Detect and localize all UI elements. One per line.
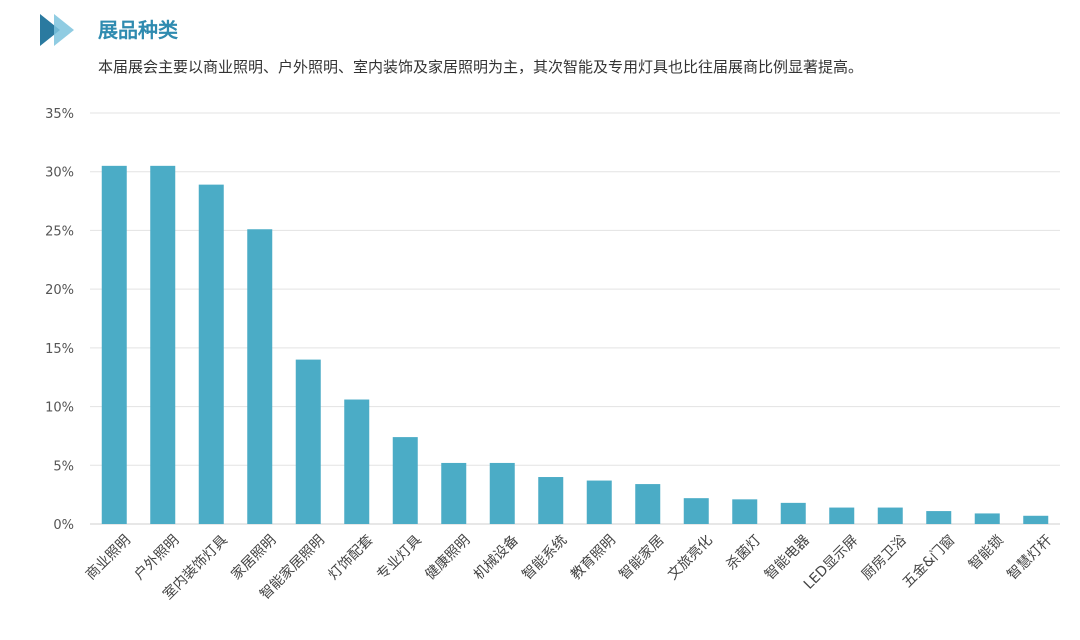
x-category-label: 杀菌灯: [723, 532, 764, 573]
bar: [441, 462, 467, 524]
x-category-label: 厨房卫浴: [859, 532, 910, 583]
bar: [877, 507, 903, 524]
x-category-label: 灯饰配套: [325, 532, 376, 583]
bar: [392, 437, 418, 524]
bar: [295, 359, 321, 524]
bar: [780, 502, 806, 524]
bar: [150, 165, 176, 525]
bar: [538, 477, 564, 524]
bar: [198, 184, 224, 525]
x-category-label: 智能锁: [966, 532, 1007, 573]
x-category-label: 智慧灯杆: [1004, 532, 1055, 583]
bar: [586, 480, 612, 524]
play-arrow-icon: [40, 14, 74, 46]
bar: [247, 229, 273, 525]
x-category-label: 智能家居: [616, 532, 668, 584]
x-category-label: 户外照明: [131, 532, 183, 584]
section-subtitle: 本届展会主要以商业照明、户外照明、室内装饰及家居照明为主，其次智能及专用灯具也比…: [98, 58, 864, 76]
bar: [489, 462, 515, 524]
bar: [926, 511, 952, 524]
y-tick-label: 20%: [45, 283, 74, 298]
x-category-label: 商业照明: [83, 532, 134, 583]
y-tick-label: 10%: [45, 401, 74, 416]
x-category-label: 教育照明: [568, 532, 619, 583]
bar: [101, 165, 127, 525]
section-title: 展品种类: [98, 18, 178, 42]
x-category-label: 专业灯具: [374, 532, 425, 583]
y-tick-label: 25%: [45, 224, 74, 239]
x-category-label: 五金&门窗: [899, 532, 958, 591]
bar: [635, 484, 661, 524]
y-tick-label: 35%: [45, 107, 74, 122]
bar: [974, 513, 1000, 524]
bar: [344, 399, 370, 524]
x-category-label: 家居照明: [228, 532, 280, 584]
x-category-label: 机械设备: [470, 532, 522, 584]
y-tick-label: 5%: [53, 459, 74, 474]
x-category-label: 智能系统: [519, 532, 570, 583]
x-category-label: 智能电器: [762, 532, 813, 583]
bar: [732, 499, 758, 524]
y-tick-label: 15%: [45, 342, 74, 357]
bar: [683, 498, 709, 524]
x-category-label: 健康照明: [422, 532, 474, 584]
y-tick-label: 0%: [53, 518, 74, 533]
bar: [829, 507, 855, 524]
bar: [1023, 515, 1049, 524]
y-tick-label: 30%: [45, 166, 74, 181]
x-category-label: 文旅亮化: [664, 532, 716, 584]
